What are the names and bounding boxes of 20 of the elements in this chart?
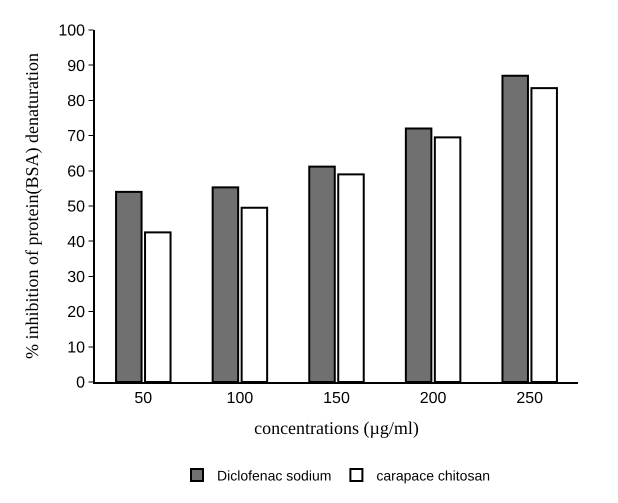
y-tick-label: 60 [67, 163, 86, 180]
legend-label: carapace chitosan [376, 468, 490, 484]
x-tick-label: 150 [323, 390, 350, 408]
legend-label: Diclofenac sodium [217, 468, 332, 484]
y-tick-label: 80 [67, 93, 86, 110]
y-tick-label: 30 [67, 269, 86, 286]
x-tick-label: 250 [516, 390, 544, 408]
y-tick-label: 70 [67, 128, 86, 146]
y-tick-label: 40 [67, 234, 86, 251]
x-tick-label: 50 [134, 390, 152, 408]
y-tick-label: 10 [67, 339, 86, 356]
x-axis-title: concentrations (µg/ml) [254, 418, 419, 438]
y-axis-title: % inhibition of protein(BSA) denaturation [22, 53, 42, 359]
y-tick-label: 100 [58, 22, 86, 40]
y-tick-label: 20 [67, 304, 86, 322]
y-tick-label: 0 [76, 374, 86, 392]
x-tick-label: 200 [420, 390, 447, 408]
y-tick-label: 90 [67, 58, 86, 75]
x-tick-label: 100 [226, 390, 254, 408]
y-tick-label: 50 [67, 198, 86, 216]
